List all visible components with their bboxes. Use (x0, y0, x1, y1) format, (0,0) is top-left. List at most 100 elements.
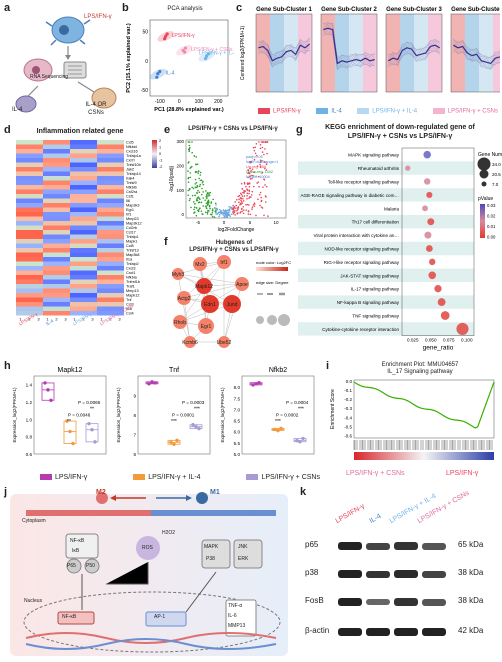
x-tick-label: 200 (214, 99, 223, 105)
volcano-point (196, 199, 198, 202)
lane-label: LPS/IFN-γ + CSNs (416, 489, 471, 525)
volcano-point (189, 197, 191, 200)
volcano-point (253, 185, 255, 188)
gene-trace (323, 22, 375, 71)
node-label: Egr1 (201, 324, 212, 330)
network-node (217, 255, 231, 269)
heatmap-cell (43, 230, 52, 235)
panel-j-letter: j (4, 486, 8, 498)
x-axis-label: log2FoldChange (218, 227, 255, 232)
heatmap-cell (43, 311, 52, 316)
heatmap-cell (43, 180, 52, 185)
heatmap-cell (115, 261, 124, 266)
cluster-band (400, 14, 414, 92)
heatmap-cell (88, 198, 97, 203)
heatmap-cell (106, 306, 115, 311)
volcano-point (258, 185, 260, 188)
gene-label: Nfkbia (126, 276, 138, 280)
heatmap-cell (88, 167, 97, 172)
heatmap-cell (34, 239, 43, 244)
volcano-point (195, 171, 198, 173)
heatmap-cell (61, 311, 70, 316)
heatmap-cell (115, 207, 124, 212)
volcano-point (261, 141, 264, 143)
heatmap-cell (97, 302, 106, 307)
heatmap-cell (115, 144, 124, 149)
cluster-frame (385, 13, 443, 93)
heatmap-cell (16, 230, 25, 235)
heatmap-cell (70, 230, 79, 235)
volcano-point (257, 175, 260, 178)
heatmap-scale-bar (152, 140, 157, 168)
heatmap-cell (97, 270, 106, 275)
volcano-point (206, 191, 209, 194)
gene-label: Cxcl1 (126, 271, 136, 275)
heatmap-cell (25, 198, 34, 203)
heatmap-cell (70, 203, 79, 208)
volcano-point (245, 209, 248, 211)
volcano-point (259, 204, 261, 207)
heatmap-cell (25, 252, 34, 257)
heatmap-cell (34, 266, 43, 271)
heatmap-cell (52, 216, 61, 221)
heatmap-cell (115, 198, 124, 203)
pca-title: PCA analysis (167, 6, 203, 12)
heatmap-cell (52, 176, 61, 181)
heatmap-cell (34, 243, 43, 248)
volcano-point (199, 183, 202, 186)
row-highlight (298, 188, 474, 202)
heatmap-cell (34, 162, 43, 167)
heatmap-cell (106, 270, 115, 275)
volcano-point (201, 181, 204, 184)
heatmap-cell (115, 167, 124, 172)
volcano-point (187, 141, 190, 143)
gene-trace (388, 41, 440, 67)
heatmap-title: Inflammation related gene (36, 128, 124, 135)
network-node (173, 315, 187, 329)
heatmap-cell (61, 207, 70, 212)
pathway-label: Rheumatoid arthritis (358, 166, 400, 171)
volcano-point (237, 195, 240, 198)
heatmap-cell (79, 225, 88, 230)
wb-lane-labels: LPS/IFN-γ IL-4 LPS/IFN-γ + IL-4 LPS/IFN-… (334, 486, 471, 538)
gene-trace (258, 41, 310, 68)
volcano-point (247, 210, 250, 212)
volcano-point (247, 168, 249, 171)
heatmap-cell (34, 171, 43, 176)
volcano-point (260, 141, 263, 143)
heatmap-cell (88, 180, 97, 185)
heatmap-cell (25, 248, 34, 253)
heatmap-cell (43, 149, 52, 154)
heatmap-cell (106, 185, 115, 190)
heatmap-cell (70, 158, 79, 163)
volcano-point (189, 172, 192, 174)
volcano-point (195, 156, 197, 158)
volcano-point (222, 209, 225, 212)
heatmap-cell (16, 212, 25, 217)
heatmap-cell (79, 243, 88, 248)
panel-e-letter: e (164, 124, 171, 136)
heatmap-cell (106, 176, 115, 181)
heatmap-cell (70, 216, 79, 221)
volcano-point (236, 212, 238, 215)
m2-label: M2 (96, 489, 106, 496)
volcano-point (200, 193, 203, 196)
heatmap-cell (97, 158, 106, 163)
protein-label: p65 (305, 540, 319, 549)
volcano-point (189, 146, 191, 149)
volcano-point (199, 179, 202, 182)
volcano-point (242, 212, 245, 215)
volcano-point (250, 170, 252, 172)
kegg-title-1: KEGG enrichment of down-regulated gene o… (325, 124, 475, 131)
heatmap-cell (43, 207, 52, 212)
volcano-point (200, 201, 203, 204)
volcano-point (229, 215, 232, 217)
heatmap-cell (25, 176, 34, 181)
gene-label: Tnfrsf1b (126, 280, 140, 284)
heatmap-cell (97, 203, 106, 208)
heatmap-cell (97, 216, 106, 221)
p50-label: P50 (86, 563, 95, 569)
volcano-point (258, 141, 260, 143)
heatmap-cell (97, 162, 106, 167)
heatmap-cell (25, 239, 34, 244)
